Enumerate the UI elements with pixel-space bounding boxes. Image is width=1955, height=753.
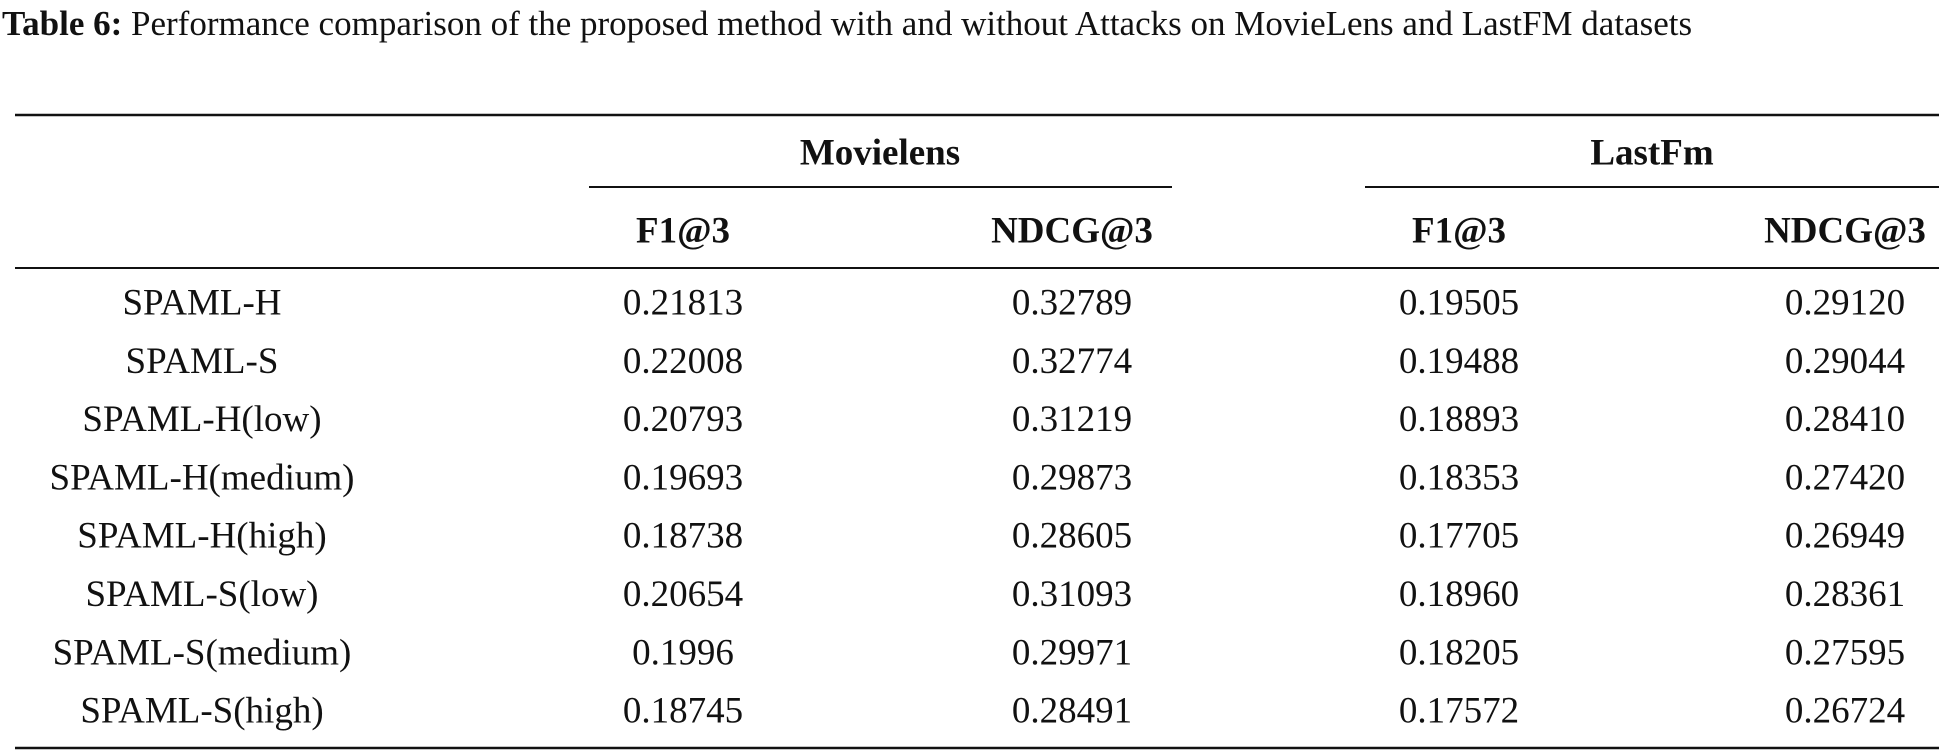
cell: 0.17705 <box>1399 516 1519 557</box>
row-label: SPAML-S(low) <box>85 574 318 615</box>
row-label: SPAML-S(high) <box>80 691 323 732</box>
cell: 0.18738 <box>623 516 743 557</box>
cell: 0.31093 <box>1012 574 1132 615</box>
row-label: SPAML-H(low) <box>82 399 321 440</box>
row-label: SPAML-S <box>126 341 279 382</box>
column-header: F1@3 <box>636 210 730 251</box>
column-header: NDCG@3 <box>1764 210 1926 251</box>
cell: 0.19505 <box>1399 282 1519 323</box>
group-header: Movielens <box>800 132 960 173</box>
cell: 0.28605 <box>1012 516 1132 557</box>
cell: 0.32789 <box>1012 282 1132 323</box>
caption-label: Table 6: <box>2 4 123 43</box>
cell: 0.20654 <box>623 574 743 615</box>
cell: 0.28491 <box>1012 691 1132 732</box>
cell: 0.22008 <box>623 341 743 382</box>
cell: 0.18745 <box>623 691 743 732</box>
cell: 0.27595 <box>1785 632 1905 673</box>
cell: 0.29971 <box>1012 632 1132 673</box>
cell: 0.21813 <box>623 282 743 323</box>
row-label: SPAML-H(medium) <box>50 457 355 498</box>
cell: 0.1996 <box>632 632 734 673</box>
group-header: LastFm <box>1590 132 1714 173</box>
row-label: SPAML-H <box>122 282 281 323</box>
cell: 0.19488 <box>1399 341 1519 382</box>
row-label: SPAML-H(high) <box>77 516 326 557</box>
cell: 0.26949 <box>1785 516 1905 557</box>
column-header: NDCG@3 <box>991 210 1153 251</box>
cell: 0.20793 <box>623 399 743 440</box>
cell: 0.28361 <box>1785 574 1905 615</box>
cell: 0.18205 <box>1399 632 1519 673</box>
column-header: F1@3 <box>1412 210 1506 251</box>
cell: 0.28410 <box>1785 399 1905 440</box>
cell: 0.18353 <box>1399 457 1519 498</box>
cell: 0.18960 <box>1399 574 1519 615</box>
caption-text: Performance comparison of the proposed m… <box>131 4 1693 43</box>
row-label: SPAML-S(medium) <box>53 632 352 673</box>
cell: 0.18893 <box>1399 399 1519 440</box>
cell: 0.29044 <box>1785 341 1905 382</box>
cell: 0.26724 <box>1785 691 1905 732</box>
cell: 0.29873 <box>1012 457 1132 498</box>
cell: 0.31219 <box>1012 399 1132 440</box>
cell: 0.32774 <box>1012 341 1132 382</box>
table-caption: Table 6: Performance comparison of the p… <box>2 0 1952 47</box>
cell: 0.27420 <box>1785 457 1905 498</box>
cell: 0.17572 <box>1399 691 1519 732</box>
cell: 0.29120 <box>1785 282 1905 323</box>
cell: 0.19693 <box>623 457 743 498</box>
